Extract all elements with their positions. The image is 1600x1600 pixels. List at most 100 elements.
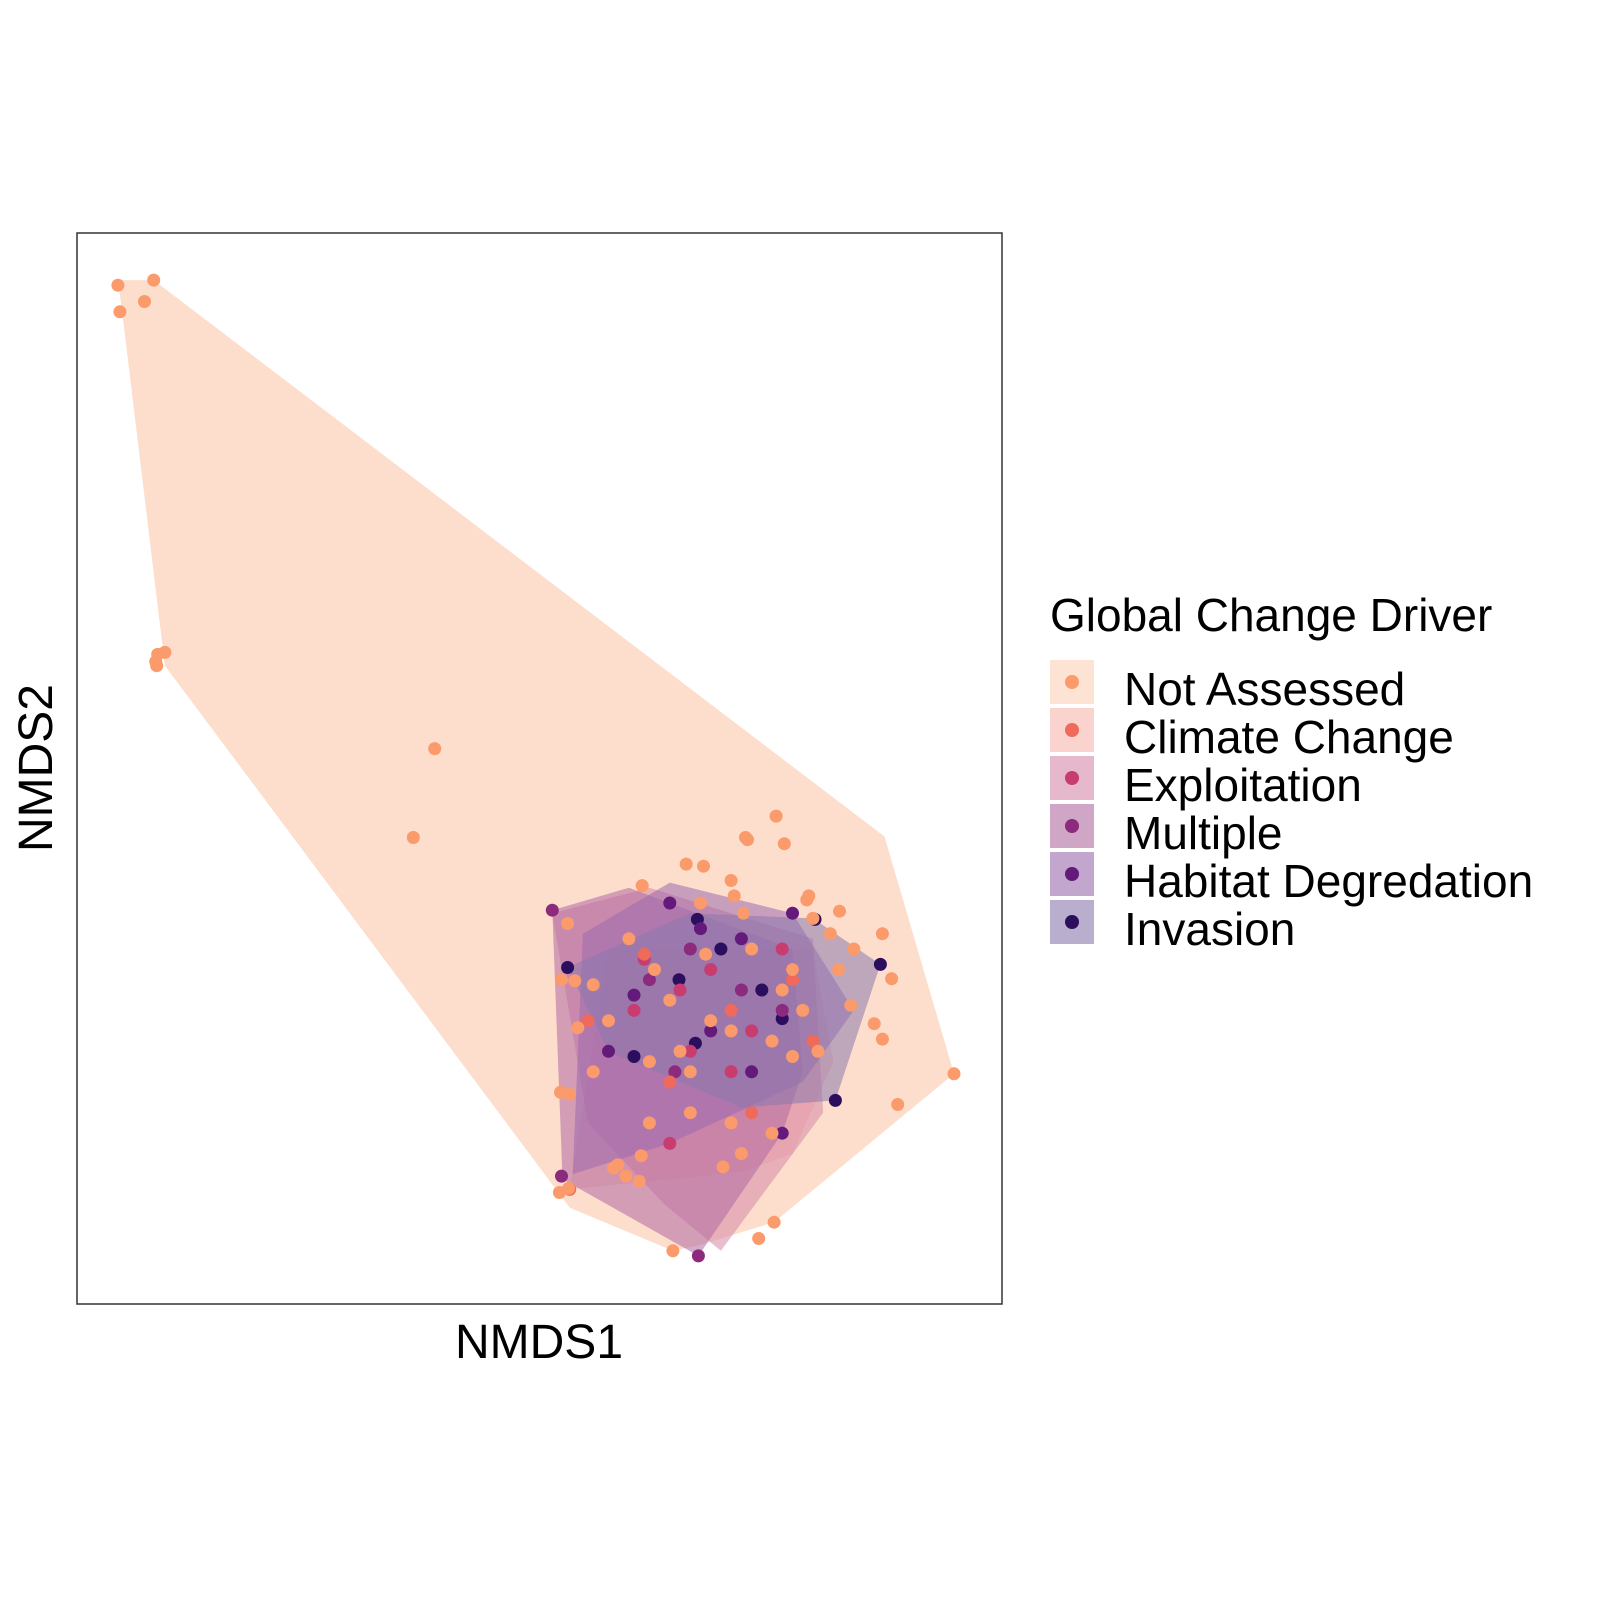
point-not-assessed-70 <box>765 1126 779 1140</box>
point-habitat-degredation-3 <box>786 906 799 920</box>
point-not-assessed-54 <box>704 1014 718 1028</box>
point-not-assessed-52 <box>648 963 661 976</box>
point-climate-change-4 <box>724 1003 738 1017</box>
point-not-assessed-61 <box>602 1014 615 1028</box>
legend: Global Change Driver Not Assessed Climat… <box>1050 589 1533 955</box>
point-habitat-degredation-8 <box>775 1126 789 1140</box>
point-not-assessed-18 <box>727 889 741 903</box>
legend-point-invasion <box>1065 915 1079 929</box>
point-not-assessed-6 <box>158 645 172 659</box>
point-invasion-3 <box>873 957 887 971</box>
point-not-assessed-31 <box>891 1098 905 1111</box>
point-not-assessed-13 <box>739 831 752 844</box>
point-not-assessed-45 <box>554 1085 567 1099</box>
hull-layer <box>117 280 954 1256</box>
point-not-assessed-9 <box>406 831 420 844</box>
point-not-assessed-38 <box>716 1160 730 1174</box>
points-layer <box>111 273 961 1263</box>
point-multiple-7 <box>668 1065 682 1079</box>
x-axis-title: NMDS1 <box>455 1316 623 1369</box>
point-not-assessed-14 <box>679 857 693 871</box>
point-not-assessed-73 <box>786 1050 799 1063</box>
point-not-assessed-29 <box>844 998 858 1012</box>
legend-label-multiple: Multiple <box>1124 807 1283 859</box>
point-not-assessed-63 <box>622 932 636 946</box>
point-not-assessed-32 <box>767 1215 781 1229</box>
point-not-assessed-25 <box>875 927 889 941</box>
point-habitat-degredation-1 <box>694 922 707 936</box>
point-not-assessed-28 <box>875 1032 889 1046</box>
point-not-assessed-67 <box>765 1034 779 1048</box>
point-habitat-degredation-9 <box>602 1044 615 1058</box>
y-axis-title: NMDS2 <box>10 684 63 852</box>
point-invasion-7 <box>714 942 728 956</box>
point-exploitation-4 <box>775 942 789 956</box>
point-multiple-1 <box>555 1169 568 1183</box>
point-multiple-4 <box>683 942 697 956</box>
point-not-assessed-37 <box>619 1169 633 1183</box>
point-not-assessed-72 <box>642 1116 656 1130</box>
point-not-assessed-22 <box>806 911 820 925</box>
point-not-assessed-43 <box>568 974 582 988</box>
point-not-assessed-1 <box>113 305 127 319</box>
point-not-assessed-59 <box>796 1003 810 1017</box>
point-climate-change-7 <box>745 1106 759 1120</box>
point-not-assessed-3 <box>147 273 161 287</box>
point-not-assessed-75 <box>847 942 861 956</box>
point-climate-change-6 <box>806 1034 820 1048</box>
point-not-assessed-65 <box>745 942 759 956</box>
point-not-assessed-55 <box>724 1024 738 1038</box>
point-not-assessed-39 <box>634 1149 648 1163</box>
point-multiple-5 <box>734 983 748 997</box>
point-not-assessed-16 <box>635 879 649 893</box>
point-not-assessed-46 <box>632 1174 646 1188</box>
point-not-assessed-53 <box>663 993 677 1007</box>
legend-point-not-assessed <box>1065 675 1079 689</box>
point-multiple-3 <box>642 973 656 987</box>
point-not-assessed-69 <box>724 1116 738 1130</box>
point-not-assessed-41 <box>611 1158 625 1172</box>
point-not-assessed-24 <box>833 904 846 918</box>
point-invasion-9 <box>627 1050 641 1063</box>
point-not-assessed-7 <box>150 659 164 673</box>
point-invasion-0 <box>561 961 575 974</box>
point-not-assessed-0 <box>111 278 125 292</box>
point-not-assessed-71 <box>586 1065 600 1079</box>
point-not-assessed-49 <box>683 1065 697 1079</box>
point-invasion-6 <box>755 983 769 997</box>
point-not-assessed-27 <box>867 1017 881 1031</box>
point-not-assessed-48 <box>571 1021 585 1035</box>
point-not-assessed-68 <box>683 1106 697 1120</box>
legend-keys <box>1050 660 1094 944</box>
point-habitat-degredation-2 <box>734 932 748 946</box>
legend-label-invasion: Invasion <box>1124 903 1295 955</box>
legend-point-exploitation <box>1065 771 1079 785</box>
point-not-assessed-12 <box>777 837 791 851</box>
point-invasion-4 <box>828 1093 842 1107</box>
point-climate-change-5 <box>786 973 799 987</box>
point-habitat-degredation-6 <box>745 1065 759 1079</box>
point-exploitation-3 <box>745 1024 759 1038</box>
point-exploitation-1 <box>673 983 687 997</box>
point-habitat-degredation-4 <box>627 988 641 1002</box>
point-multiple-6 <box>775 1003 789 1017</box>
point-not-assessed-50 <box>734 1147 748 1161</box>
hull-not-assessed <box>117 280 954 1251</box>
point-not-assessed-2 <box>138 295 151 308</box>
point-not-assessed-34 <box>666 1244 680 1258</box>
point-habitat-degredation-0 <box>663 896 677 910</box>
point-multiple-2 <box>691 1249 705 1263</box>
point-climate-change-3 <box>663 1075 677 1089</box>
point-not-assessed-21 <box>802 889 816 903</box>
point-not-assessed-23 <box>823 927 837 941</box>
point-not-assessed-64 <box>694 896 707 910</box>
point-not-assessed-26 <box>885 972 899 986</box>
point-invasion-5 <box>672 973 686 987</box>
point-exploitation-2 <box>704 963 718 976</box>
legend-title: Global Change Driver <box>1050 589 1492 641</box>
point-exploitation-5 <box>683 1044 697 1058</box>
point-not-assessed-47 <box>561 917 575 930</box>
point-not-assessed-58 <box>786 963 799 976</box>
point-not-assessed-36 <box>552 1186 566 1199</box>
